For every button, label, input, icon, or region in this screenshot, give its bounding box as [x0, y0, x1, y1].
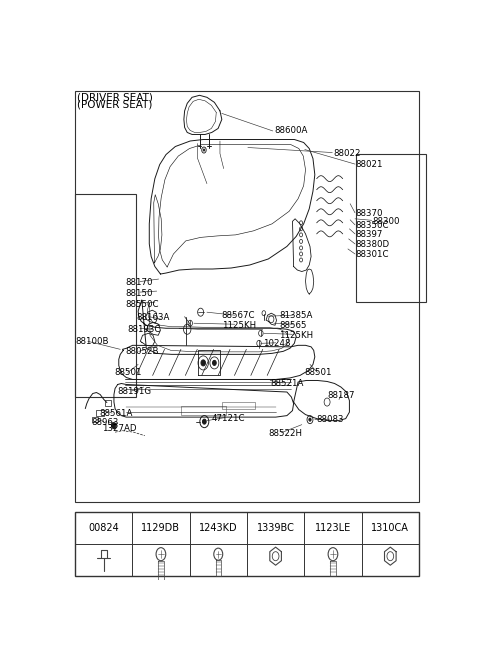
Text: 88350C: 88350C	[356, 221, 389, 230]
Text: 88170: 88170	[125, 278, 153, 287]
Text: 88567C: 88567C	[222, 311, 255, 320]
Text: 88501: 88501	[304, 368, 332, 378]
Text: (DRIVER SEAT): (DRIVER SEAT)	[77, 93, 153, 102]
Text: 88963: 88963	[91, 418, 118, 426]
Text: 81385A: 81385A	[279, 311, 313, 320]
Text: 88521A: 88521A	[270, 379, 303, 388]
Text: 88052B: 88052B	[125, 348, 158, 357]
Circle shape	[112, 422, 116, 428]
Text: 1129DB: 1129DB	[142, 523, 180, 533]
Circle shape	[213, 361, 216, 365]
Text: 88150: 88150	[125, 289, 153, 297]
Text: 47121C: 47121C	[212, 413, 245, 422]
Circle shape	[309, 418, 311, 421]
Text: 1125KH: 1125KH	[279, 331, 313, 340]
Text: 88191G: 88191G	[118, 387, 152, 396]
Text: 1310CA: 1310CA	[372, 523, 409, 533]
Circle shape	[203, 149, 204, 151]
Text: 1123LE: 1123LE	[315, 523, 351, 533]
Text: 10248: 10248	[263, 339, 290, 348]
Text: 88301C: 88301C	[356, 250, 389, 259]
Text: 1327AD: 1327AD	[102, 424, 136, 433]
Text: 88501: 88501	[114, 368, 142, 378]
Text: 88565: 88565	[279, 321, 307, 330]
Text: 88021: 88021	[356, 160, 383, 169]
Text: 88522H: 88522H	[268, 428, 302, 437]
Circle shape	[203, 419, 206, 424]
Text: 88022: 88022	[334, 149, 361, 158]
Text: 00824: 00824	[88, 523, 119, 533]
Text: (POWER SEAT): (POWER SEAT)	[77, 100, 152, 110]
Text: 88397: 88397	[356, 230, 383, 239]
Text: 88300: 88300	[372, 217, 400, 226]
Text: 88380D: 88380D	[356, 241, 390, 250]
Text: 88370: 88370	[356, 209, 383, 218]
Text: 88600A: 88600A	[274, 126, 307, 136]
Text: 88083: 88083	[317, 415, 344, 424]
Text: 88100B: 88100B	[75, 337, 108, 346]
Text: 1243KD: 1243KD	[199, 523, 238, 533]
Text: 88187: 88187	[328, 391, 355, 400]
Text: 88193C: 88193C	[127, 325, 160, 334]
Text: 88163A: 88163A	[136, 313, 169, 321]
Text: 88550C: 88550C	[125, 300, 158, 308]
Text: 1339BC: 1339BC	[257, 523, 295, 533]
Circle shape	[201, 360, 205, 366]
Text: 88561A: 88561A	[99, 409, 132, 418]
Text: 1125KH: 1125KH	[222, 321, 256, 330]
